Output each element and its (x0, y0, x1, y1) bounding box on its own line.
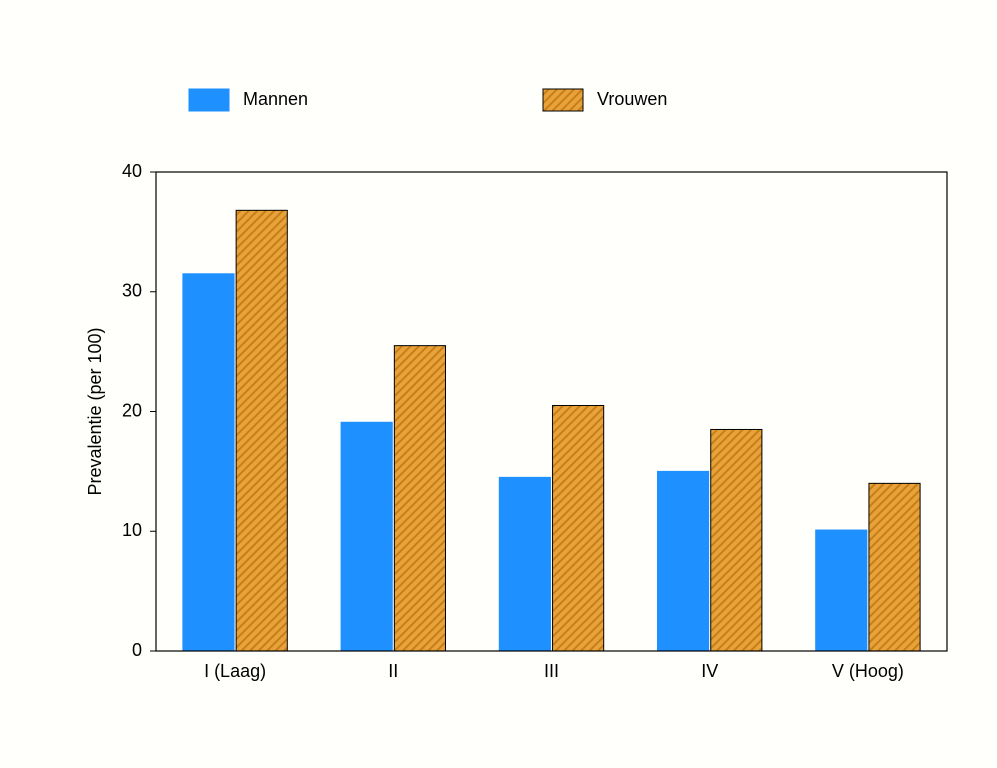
x-tick-label: IV (701, 661, 718, 681)
bar-mannen-4 (816, 530, 867, 651)
bar-vrouwen-1 (394, 346, 445, 651)
x-tick-label: V (Hoog) (832, 661, 904, 681)
bar-mannen-2 (499, 477, 550, 651)
x-tick-label: III (544, 661, 559, 681)
y-tick-label: 0 (132, 640, 142, 660)
y-tick-label: 20 (122, 400, 142, 420)
prevalence-bar-chart: 0 10 20 30 40 Prevalentie (per 100) I (Laag) II… (0, 0, 997, 768)
bar-mannen-0 (183, 274, 234, 651)
x-tick-label: II (388, 661, 398, 681)
y-tick-label: 10 (122, 520, 142, 540)
bar-mannen-1 (341, 422, 392, 651)
bar-vrouwen-2 (553, 406, 604, 651)
bar-vrouwen-0 (236, 210, 287, 651)
y-axis-title: Prevalentie (per 100) (85, 327, 105, 495)
bar-vrouwen-3 (711, 429, 762, 651)
legend-label-mannen: Mannen (243, 89, 308, 109)
chart-background (0, 0, 997, 768)
bar-mannen-3 (657, 471, 708, 651)
y-tick-label: 40 (122, 161, 142, 181)
legend-swatch-vrouwen (543, 89, 583, 111)
y-tick-label: 30 (122, 281, 142, 301)
legend-swatch-mannen (189, 89, 229, 111)
bar-vrouwen-4 (869, 483, 920, 651)
legend-label-vrouwen: Vrouwen (597, 89, 667, 109)
x-tick-label: I (Laag) (204, 661, 266, 681)
